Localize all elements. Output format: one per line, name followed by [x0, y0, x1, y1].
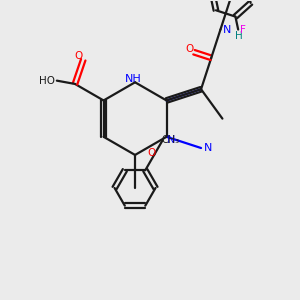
- Text: N: N: [223, 25, 231, 34]
- Text: O: O: [74, 51, 82, 62]
- Text: N: N: [167, 135, 176, 145]
- Text: HO: HO: [39, 76, 55, 85]
- Text: N: N: [203, 143, 212, 153]
- Text: O: O: [185, 44, 193, 54]
- Text: F: F: [240, 25, 246, 34]
- Text: H: H: [235, 31, 242, 41]
- Text: NH: NH: [125, 74, 142, 84]
- Text: O: O: [147, 148, 155, 158]
- Text: CH₃: CH₃: [162, 135, 180, 145]
